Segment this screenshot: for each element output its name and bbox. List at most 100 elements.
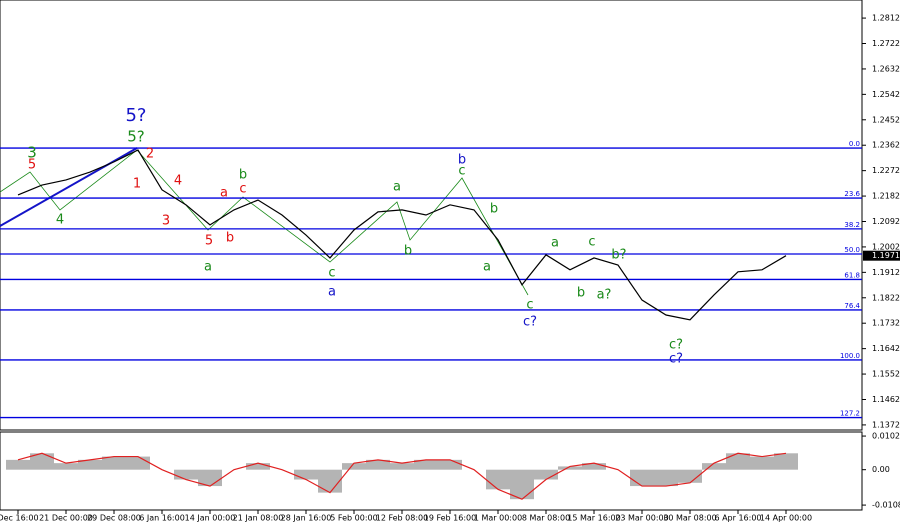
histogram-bar: [54, 463, 78, 470]
x-tick-label: 5 Feb 00:00: [330, 514, 377, 523]
x-tick-label: 15 Mar 16:00: [567, 514, 620, 523]
y-tick-label: 1.2002: [872, 242, 900, 251]
fib-level-label: 100.0: [840, 352, 860, 360]
wave-label: 5?: [125, 105, 146, 126]
oscillator-panel: [0, 431, 863, 511]
last-price-box: [863, 250, 900, 261]
wave-label: b: [404, 244, 412, 259]
wave-label: c?: [669, 338, 683, 353]
x-tick-label: 1 Mar 00:00: [474, 514, 522, 523]
x-tick-label: 19 Feb 16:00: [424, 514, 476, 523]
histogram-bar: [294, 469, 318, 480]
x-tick-label: 21 Jan 08:00: [233, 514, 284, 523]
histogram-bar: [702, 463, 726, 470]
y-tick-label: 1.1642: [872, 344, 900, 353]
fib-level-label: 0.0: [849, 140, 860, 148]
histogram-bar: [534, 469, 558, 480]
fib-level-label: 127.2: [840, 410, 860, 418]
x-tick-label: 28 Jan 16:00: [281, 514, 332, 523]
wave-label: 3: [27, 144, 37, 162]
x-tick-label: 14 Apr 00:00: [760, 514, 812, 523]
wave-label: 4: [56, 213, 64, 228]
y-tick-label: 1.1732: [872, 319, 900, 328]
wave-label: b: [577, 286, 585, 301]
x-tick-label: 6 Apr 16:00: [714, 514, 761, 523]
y-tick-label: 1.2182: [872, 192, 900, 201]
wave-label: a?: [597, 288, 612, 303]
histogram-bar: [174, 469, 198, 480]
y-tick-label: 1.1462: [872, 395, 900, 404]
wave-label: a: [328, 285, 336, 300]
wave-label: a: [204, 260, 212, 275]
histogram-bar: [30, 453, 54, 470]
wave-label: b: [239, 168, 247, 183]
histogram-bar: [654, 469, 678, 487]
histogram-bar: [630, 469, 654, 487]
y-tick-label: 1.2092: [872, 217, 900, 226]
histogram-bar: [102, 456, 126, 470]
x-tick-label: Dec 16:00: [0, 514, 39, 523]
histogram-bar: [78, 459, 102, 470]
histogram-bar: [6, 459, 30, 470]
wave-line: [0, 149, 529, 296]
histogram-bar: [750, 456, 774, 470]
wave-label: c?: [523, 315, 537, 330]
y-tick-label: 1.2452: [872, 115, 900, 124]
wave-label: c?: [669, 352, 683, 367]
y-tick-label: 1.1822: [872, 293, 900, 302]
histogram-bar: [774, 453, 798, 470]
wave-label: b: [226, 231, 234, 246]
fib-level-label: 38.2: [844, 221, 860, 229]
x-tick-label: 6 Jan 16:00: [139, 514, 185, 523]
wave-label: 4: [174, 174, 182, 189]
wave-label: 2: [146, 147, 154, 162]
wave-label: 5: [28, 158, 36, 173]
y-tick-label: 1.2542: [872, 90, 900, 99]
histogram-bar: [414, 459, 438, 470]
wave-label: b?: [611, 248, 626, 263]
x-tick-label: 21 Dec 00:00: [39, 514, 93, 523]
x-tick-label: 8 Mar 08:00: [522, 514, 570, 523]
y-tick-label: -0.0108: [872, 501, 900, 510]
wave-label: 3: [162, 214, 170, 229]
wave-label: c: [239, 182, 246, 197]
last-price-label: 1.1971: [872, 251, 900, 260]
wave-label: b: [458, 153, 466, 168]
wave-label: c: [588, 235, 595, 250]
fib-level-label: 50.0: [844, 246, 860, 254]
x-tick-label: 12 Feb 08:00: [376, 514, 428, 523]
wave-label: b: [490, 202, 498, 217]
histogram-bar: [246, 463, 270, 470]
fib-level-label: 76.4: [844, 302, 860, 310]
fib-level-label: 23.6: [844, 190, 860, 198]
y-tick-label: 1.1912: [872, 268, 900, 277]
fib-level-label: 61.8: [844, 271, 860, 279]
y-tick-label: 1.2632: [872, 64, 900, 73]
histogram-bar: [486, 469, 510, 490]
x-tick-label: 23 Mar 00:00: [615, 514, 668, 523]
y-tick-label: 1.2272: [872, 166, 900, 175]
y-tick-label: 0.01026: [872, 432, 900, 441]
y-tick-label: 1.2722: [872, 39, 900, 48]
signal-line: [17, 452, 787, 500]
y-tick-label: 1.2362: [872, 141, 900, 150]
x-tick-label: 29 Dec 08:00: [87, 514, 141, 523]
wave-label: 5?: [127, 128, 145, 146]
x-tick-label: 30 Mar 08:00: [663, 514, 716, 523]
y-tick-label: 1.1372: [872, 420, 900, 429]
histogram-bar: [438, 459, 462, 470]
wave-label: a: [483, 260, 491, 275]
wave-label: a: [551, 236, 559, 251]
y-tick-label: 1.1552: [872, 370, 900, 379]
wave-label: c: [526, 298, 533, 313]
histogram-bar: [558, 466, 582, 470]
x-tick-label: 14 Jan 00:00: [185, 514, 236, 523]
price-line: [17, 149, 787, 321]
y-tick-label: 0.00: [872, 465, 890, 474]
histogram-bar: [510, 469, 534, 500]
histogram-bar: [366, 459, 390, 470]
histogram-bar: [342, 463, 366, 470]
histogram-bar: [390, 463, 414, 470]
histogram-bar: [318, 469, 342, 493]
